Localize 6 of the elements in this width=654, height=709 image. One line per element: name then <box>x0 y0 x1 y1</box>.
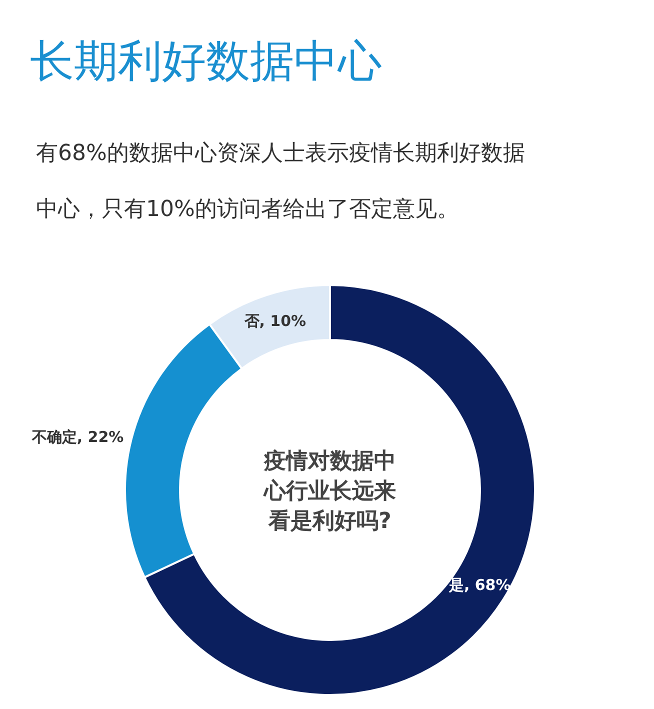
slice-label: 不确定, 22% <box>30 428 124 446</box>
chart-title: 长期利好数据中心 <box>30 36 382 87</box>
slice-label: 是, 68% <box>448 576 511 594</box>
text: 有68%的数据中心资深人士表示疫情长期利好数据中心，只有10%的访问者给出了否定意见。 <box>36 141 525 222</box>
text: 疫情对数据中心行业长远来看是利好吗? <box>263 449 396 534</box>
slice-label: 否, 10% <box>243 312 306 330</box>
